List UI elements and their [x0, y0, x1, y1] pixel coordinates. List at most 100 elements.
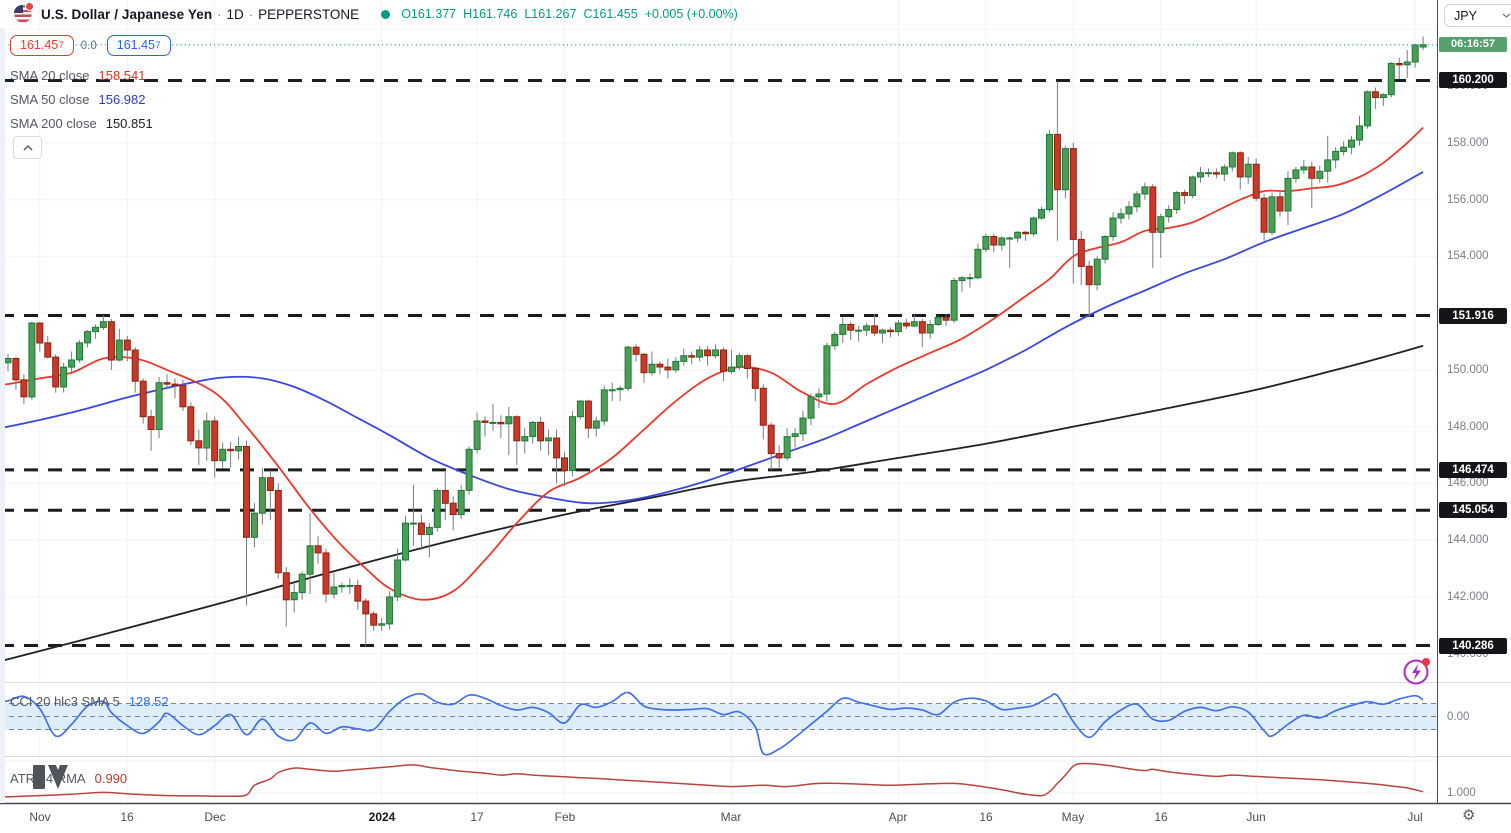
candle	[982, 236, 990, 250]
candle	[664, 366, 672, 371]
candle	[576, 400, 584, 418]
lightning-icon	[1403, 658, 1430, 685]
candle	[775, 453, 783, 459]
exchange-label[interactable]: PEPPERSTONE	[258, 6, 360, 22]
time-label: Jun	[1246, 810, 1266, 824]
currency-dropdown[interactable]: JPY	[1444, 4, 1511, 27]
candle	[314, 545, 322, 554]
candle	[1053, 133, 1061, 191]
price-axis[interactable]: JPY 160.000158.000156.000154.000150.0001…	[1438, 0, 1511, 833]
candle	[52, 356, 60, 388]
cci-axis-tick: 0.00	[1447, 711, 1470, 723]
candle	[640, 353, 648, 374]
candle	[1165, 209, 1173, 218]
candle	[1244, 163, 1252, 178]
candle	[1061, 148, 1069, 191]
candle	[990, 236, 998, 246]
price-tick: 158.000	[1447, 137, 1489, 149]
candle	[799, 417, 807, 435]
legend-sma200-value: 150.851	[105, 116, 153, 131]
candle	[537, 421, 545, 442]
candle	[1109, 217, 1117, 238]
candle	[211, 420, 219, 462]
candle	[219, 448, 227, 462]
candle	[1419, 44, 1427, 48]
time-label: 2024	[368, 810, 396, 824]
candle	[1379, 94, 1387, 98]
candle	[497, 421, 505, 425]
candle	[457, 490, 465, 516]
legend-cci-value: 128.52	[128, 694, 169, 709]
candle	[131, 349, 139, 382]
candle	[425, 526, 433, 536]
candle	[855, 329, 863, 332]
timeframe-label[interactable]: 1D	[226, 6, 244, 22]
candle	[688, 355, 696, 358]
candle	[147, 416, 155, 431]
candle	[258, 477, 266, 514]
candle	[163, 382, 171, 385]
candles	[4, 36, 1427, 647]
candle	[68, 359, 76, 368]
candle	[1395, 63, 1403, 66]
order-price-label-red[interactable]: 161.45 7	[10, 35, 74, 56]
candle	[282, 572, 290, 601]
candle	[1364, 91, 1371, 127]
horizontal-level-lines[interactable]	[0, 79, 1437, 647]
left-edge-strip	[0, 28, 5, 803]
candle	[1181, 192, 1189, 196]
legend-cci-label: CCI 20 hlc3 SMA 5	[10, 694, 120, 709]
order-price-label-blue[interactable]: 161.45 7	[106, 35, 171, 56]
candle	[839, 324, 847, 335]
order-price-sup: 7	[58, 40, 64, 50]
legend-sma50[interactable]: SMA 50 close 156.982	[10, 92, 146, 107]
candle	[720, 349, 727, 372]
level-price-badge: 146.474	[1439, 462, 1507, 478]
candle	[12, 358, 20, 381]
candle	[1260, 197, 1268, 233]
candle	[1403, 61, 1411, 66]
tradingview-logo[interactable]	[31, 758, 85, 796]
gear-icon[interactable]: ⚙	[1462, 807, 1476, 824]
candle	[902, 322, 910, 327]
candle	[863, 325, 871, 331]
high-label: H	[463, 7, 473, 21]
candle	[1292, 169, 1300, 179]
candle	[115, 339, 123, 361]
time-label: Dec	[204, 810, 226, 824]
candle	[386, 596, 394, 625]
collapse-legend-button[interactable]	[13, 136, 42, 159]
legend-sma20[interactable]: SMA 20 close 158.541	[10, 68, 146, 83]
candle	[1371, 91, 1379, 99]
time-axis[interactable]: Nov 16 Dec 2024 17 Feb Mar Apr 16 May 16 Jun Jul	[0, 806, 1437, 833]
candle	[1014, 231, 1022, 239]
symbol-title[interactable]: U.S. Dollar / Japanese Yen	[41, 6, 213, 22]
candle	[481, 420, 489, 423]
open-label: O	[401, 7, 411, 21]
candle	[1236, 152, 1244, 178]
time-label: 16	[1154, 810, 1168, 824]
market-buzz-button[interactable]	[1402, 656, 1432, 686]
candle	[1069, 148, 1077, 240]
candle	[704, 349, 712, 357]
legend-atr[interactable]: ATR 14 RMA 0.990	[10, 771, 127, 786]
candle	[489, 421, 497, 424]
candle	[394, 559, 402, 598]
candle	[751, 368, 759, 389]
candle	[1093, 258, 1101, 286]
candle	[998, 237, 1006, 246]
candle	[616, 387, 624, 391]
legend-sma200[interactable]: SMA 200 close 150.851	[10, 116, 153, 131]
candle	[608, 389, 616, 392]
candle	[1356, 125, 1363, 141]
price-tick: 148.000	[1447, 421, 1489, 433]
candle	[1157, 216, 1165, 233]
candle	[36, 322, 44, 344]
atr-axis-tick: 1.000	[1447, 787, 1476, 799]
candle	[92, 326, 99, 333]
candle	[1252, 163, 1260, 199]
legend-cci[interactable]: CCI 20 hlc3 SMA 5 128.52	[10, 694, 169, 709]
title-separator: ·	[248, 6, 254, 22]
